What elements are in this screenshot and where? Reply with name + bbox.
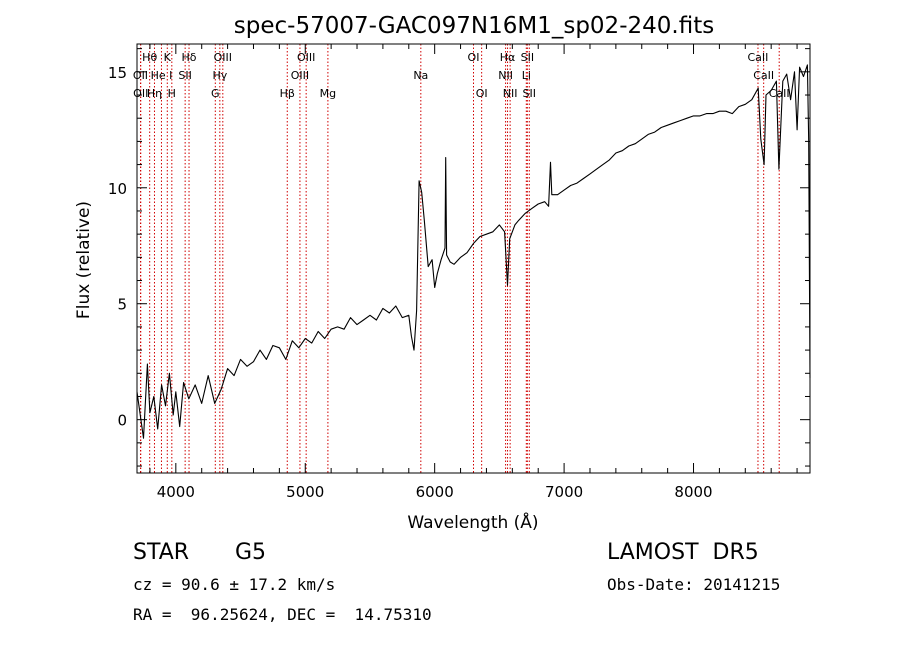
spectrum-series (136, 64, 811, 439)
line-label: Hθ (142, 51, 157, 64)
line-label: Na (413, 69, 428, 82)
line-label: OIII (291, 69, 309, 82)
line-label: G (211, 87, 220, 100)
line-label: OII (133, 87, 148, 100)
line-label: Mg (320, 87, 336, 100)
plot-frame (136, 43, 811, 474)
line-label: Hη (147, 87, 162, 100)
x-tick-label: 5000 (286, 483, 324, 501)
survey-name: LAMOST DR5 (607, 540, 759, 565)
chart-title: spec-57007-GAC097N16M1_sp02-240.fits (234, 13, 714, 39)
line-labels: Hθ OII OII K He I Hη H Hδ SII OIII Hγ G OIII OIII Hβ Mg… (133, 51, 790, 100)
y-tick-label: 0 (117, 412, 127, 430)
line-label: Hβ (280, 87, 295, 100)
coordinates: RA = 96.25624, DEC = 14.75310 (133, 605, 432, 624)
line-label: H (168, 87, 176, 100)
line-label: K (164, 51, 172, 64)
line-label: SII (523, 87, 536, 100)
axes (136, 43, 811, 474)
line-label: He I (151, 69, 173, 82)
y-tick-label: 10 (108, 180, 127, 198)
y-tick-label: 5 (117, 296, 127, 314)
line-label: OIII (214, 51, 232, 64)
x-tick-label: 4000 (157, 483, 195, 501)
line-label: OI (468, 51, 480, 64)
object-class: STAR (133, 540, 190, 565)
x-tick-label: 6000 (416, 483, 454, 501)
line-label: CaII (748, 51, 769, 64)
object-subclass: G5 (235, 540, 267, 565)
line-label: Hα (500, 51, 516, 64)
tick-labels: 4000 5000 6000 7000 8000 0 5 10 15 (108, 64, 713, 501)
line-label: Hγ (212, 69, 227, 82)
line-label: Hδ (182, 51, 197, 64)
line-label: OIII (297, 51, 315, 64)
line-label: CaII (769, 87, 790, 100)
line-label: SII (178, 69, 191, 82)
line-label: NII (498, 69, 513, 82)
line-label: Li (522, 69, 531, 82)
spectral-line-markers (139, 44, 780, 473)
y-tick-label: 15 (108, 64, 127, 82)
line-label: OII (133, 69, 148, 82)
x-tick-label: 7000 (545, 483, 583, 501)
line-label: CaII (753, 69, 774, 82)
cz-value: cz = 90.6 ± 17.2 km/s (133, 575, 336, 594)
obs-date: Obs-Date: 20141215 (607, 575, 781, 594)
x-axis-label: Wavelength (Å) (407, 511, 538, 533)
line-label: SII (521, 51, 534, 64)
line-label: OI (476, 87, 488, 100)
x-tick-label: 8000 (674, 483, 712, 501)
line-label: NII (503, 87, 518, 100)
y-axis-label: Flux (relative) (74, 201, 94, 319)
